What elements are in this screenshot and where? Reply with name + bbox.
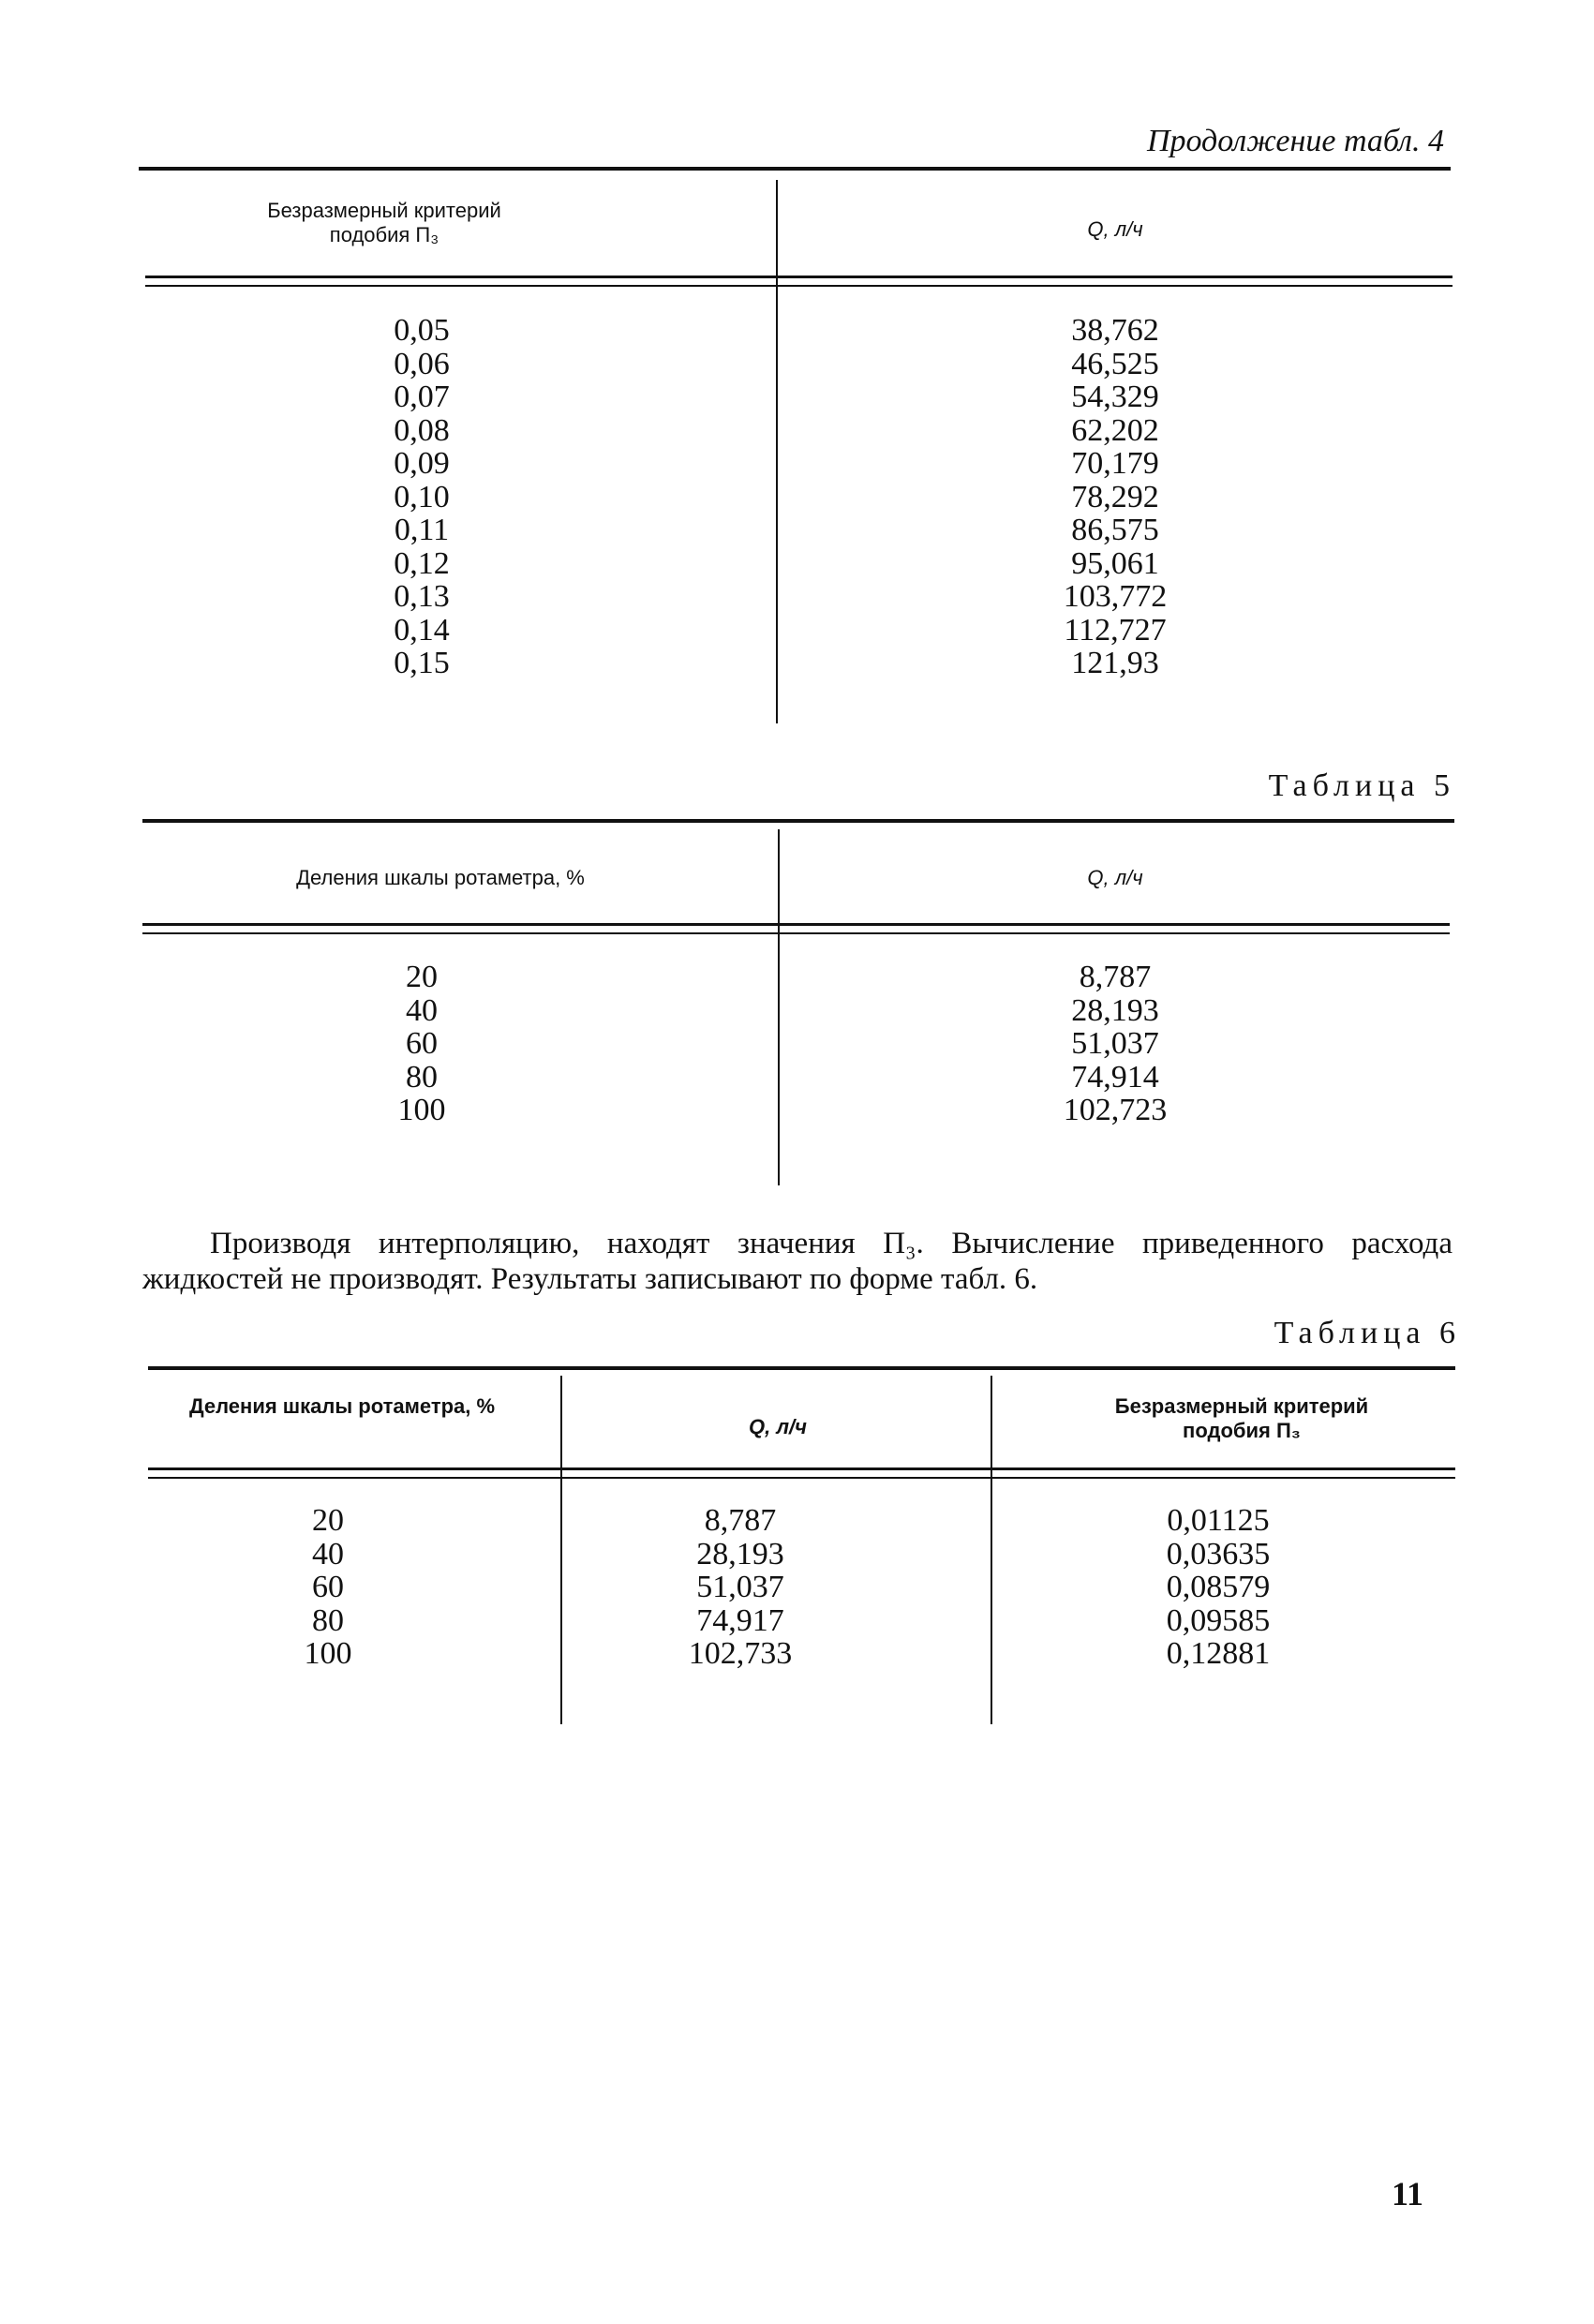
table-cell: 28,193	[1071, 992, 1159, 1028]
table-cell: 80	[406, 1059, 438, 1095]
table-cell: 0,11	[394, 513, 450, 547]
table-cell: 8,787	[1079, 960, 1152, 994]
table-cell: 0,08	[394, 412, 450, 448]
table-cell: 103,772	[1063, 579, 1168, 614]
table-cell: 8,787	[704, 1503, 777, 1538]
table-cell: 0,14	[394, 612, 450, 648]
table-cell: 0,03635	[1166, 1536, 1271, 1572]
table-cell: 20	[406, 960, 438, 994]
table-cell: 28,193	[696, 1536, 784, 1572]
table-cell: 86,575	[1071, 513, 1159, 547]
table-cell: 0,09	[394, 446, 450, 481]
table-cell: 40	[406, 992, 438, 1028]
table6-header-q: Q, л/ч	[749, 1415, 807, 1438]
table-cell: 51,037	[696, 1570, 784, 1604]
table-cell: 54,329	[1071, 380, 1159, 414]
table-cell: 0,07	[394, 380, 450, 414]
table5-col-q: 8,787 28,193 51,037 74,914 102,723	[1021, 961, 1209, 1127]
table-cell: 0,09585	[1166, 1602, 1271, 1638]
table5-caption: Таблица 5	[1268, 768, 1455, 803]
table6-header-rule	[148, 1467, 1455, 1479]
page-number: 11	[1392, 2175, 1424, 2212]
table6-caption: Таблица 6	[1274, 1316, 1461, 1350]
table4-divider	[776, 180, 778, 723]
table4-header-criterion: Безразмерный критерий подобия П₃	[267, 199, 501, 246]
table6-col-criterion: 0,01125 0,03635 0,08579 0,09585 0,12881	[1125, 1504, 1312, 1671]
table-cell: 0,12881	[1166, 1636, 1271, 1671]
table-cell: 20	[312, 1503, 344, 1538]
table-cell: 0,08579	[1166, 1570, 1271, 1604]
interpolation-paragraph: Производя интерполяцию, находят значения…	[142, 1227, 1452, 1296]
table-cell: 70,179	[1071, 446, 1159, 481]
table-cell: 100	[397, 1093, 446, 1127]
table5-divider	[778, 829, 780, 1185]
table4-top-rule	[139, 167, 1451, 171]
table-cell: 78,292	[1071, 479, 1159, 514]
table5-top-rule	[142, 819, 1454, 823]
table5-header-rule	[142, 923, 1450, 934]
table-cell: 60	[406, 1026, 438, 1061]
table-cell: 46,525	[1071, 346, 1159, 381]
table-cell: 0,05	[394, 313, 450, 348]
table6-header-criterion: Безразмерный критерий подобия П₃	[1114, 1394, 1369, 1442]
table-cell: 40	[312, 1536, 344, 1572]
table-cell: 60	[312, 1570, 344, 1604]
table6-top-rule	[148, 1366, 1455, 1370]
table4-header-rule	[145, 276, 1452, 287]
table-cell: 0,06	[394, 346, 450, 381]
table-cell: 80	[312, 1602, 344, 1638]
table-cell: 0,10	[394, 479, 450, 514]
table-cell: 102,723	[1063, 1093, 1168, 1127]
table4-header-q: Q, л/ч	[1087, 217, 1143, 241]
table6-divider-1	[560, 1376, 562, 1724]
table4-col-criterion: 0,05 0,06 0,07 0,08 0,09 0,10 0,11 0,12 0,13 0,14…	[328, 314, 515, 680]
table-cell: 51,037	[1071, 1026, 1159, 1061]
table-cell: 112,727	[1064, 612, 1167, 648]
table4-col-q: 38,762 46,525 54,329 62,202 70,179 78,292 86,5…	[1021, 314, 1209, 680]
table-cell: 102,733	[688, 1636, 793, 1671]
table-cell: 0,12	[394, 545, 450, 581]
table-cell: 62,202	[1071, 412, 1159, 448]
table6-col-q: 8,787 28,193 51,037 74,917 102,733	[647, 1504, 834, 1671]
table5-header-divisions: Деления шкалы ротаметра, %	[296, 866, 585, 889]
table6-col-divisions: 20 40 60 80 100	[244, 1504, 412, 1671]
table-cell: 0,15	[394, 646, 450, 680]
table-cell: 38,762	[1071, 313, 1159, 348]
table-cell: 0,01125	[1167, 1503, 1270, 1538]
table6-divider-2	[991, 1376, 992, 1724]
table4-caption: Продолжение табл. 4	[1146, 124, 1444, 158]
table-cell: 121,93	[1071, 646, 1159, 680]
table-cell: 74,914	[1071, 1059, 1159, 1095]
table-cell: 0,13	[394, 579, 450, 614]
table-cell: 95,061	[1071, 545, 1159, 581]
table-cell: 100	[304, 1636, 352, 1671]
table5-col-divisions: 20 40 60 80 100	[337, 961, 506, 1127]
table5-header-q: Q, л/ч	[1087, 866, 1143, 889]
table6-header-divisions: Деления шкалы ротаметра, %	[188, 1394, 496, 1418]
table-cell: 74,917	[696, 1602, 784, 1638]
